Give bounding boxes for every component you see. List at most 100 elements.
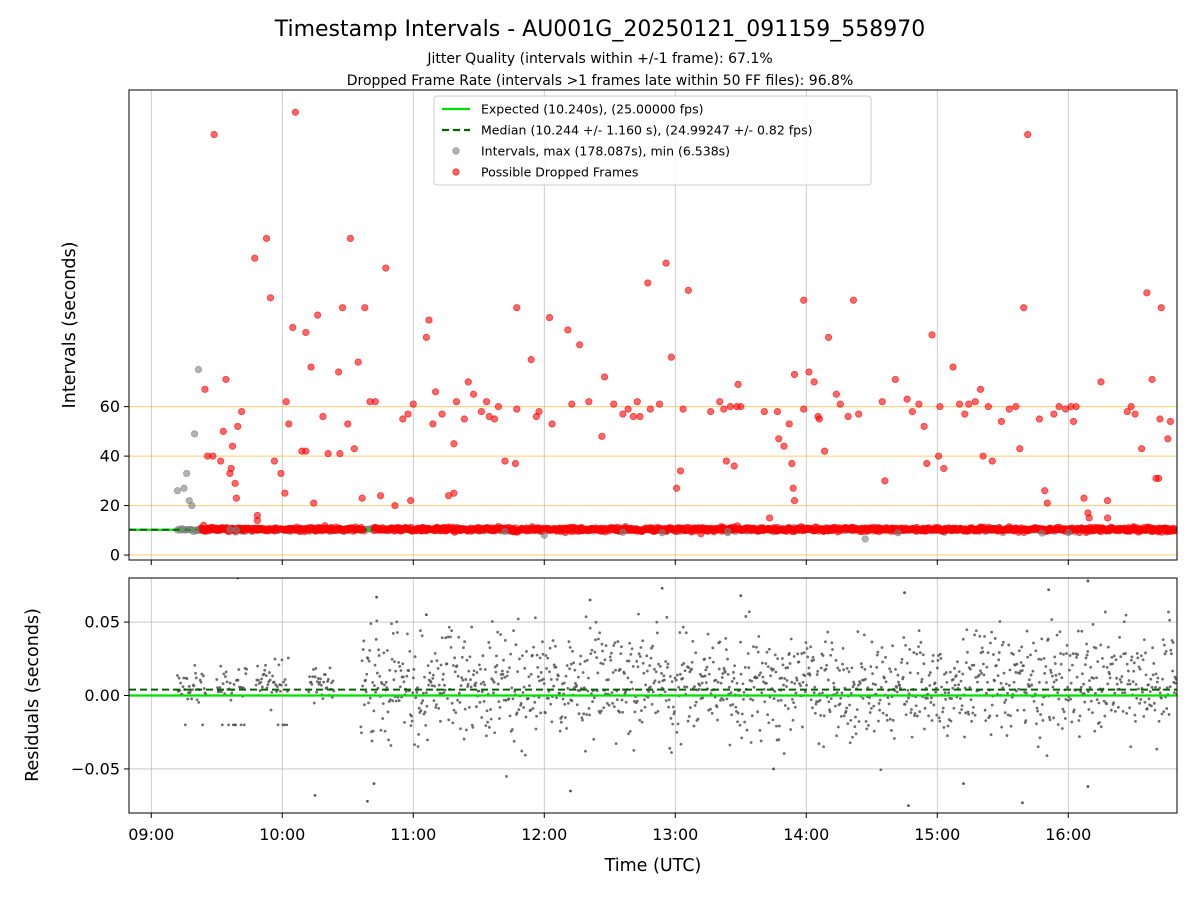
residual-point [928, 671, 932, 674]
residual-point [1147, 683, 1150, 687]
residual-point [910, 735, 914, 739]
residual-point [1152, 662, 1156, 665]
dropped-frame-point [1156, 415, 1164, 423]
residual-point [280, 658, 284, 662]
residual-point [423, 710, 427, 714]
residual-point [275, 690, 278, 693]
residual-point [734, 705, 738, 709]
residual-point [308, 675, 311, 679]
residual-point [912, 651, 916, 654]
residual-point [229, 698, 233, 702]
residual-point [663, 690, 667, 694]
residual-point [710, 711, 714, 715]
residual-point [916, 671, 920, 675]
residual-point [1106, 645, 1110, 649]
residual-point [1119, 680, 1123, 684]
residual-point [547, 689, 551, 693]
residual-point [1121, 691, 1124, 695]
residual-point [1162, 710, 1166, 714]
residual-point [268, 671, 271, 674]
residual-point [432, 699, 436, 703]
residual-point [960, 708, 963, 711]
residual-point [1149, 677, 1153, 681]
residual-point [217, 690, 221, 694]
residual-point [412, 667, 416, 671]
residual-point [492, 691, 495, 695]
residual-point [631, 687, 635, 691]
residual-point [641, 661, 645, 665]
residual-point [383, 683, 386, 687]
residual-point [604, 644, 608, 648]
intervals-axes-frame [128, 89, 1178, 561]
residual-point [286, 656, 290, 660]
residual-point [1048, 715, 1051, 719]
residual-point [316, 677, 320, 680]
residual-point [627, 732, 630, 736]
residual-point [1109, 708, 1113, 712]
residual-point [315, 690, 318, 694]
residual-point [483, 668, 487, 671]
residual-point [685, 685, 689, 689]
residual-point [194, 671, 197, 675]
residual-point [922, 662, 926, 666]
residual-point [793, 705, 797, 709]
residual-point [986, 680, 989, 684]
residual-point [1142, 714, 1146, 718]
residual-point [482, 680, 485, 684]
residual-point [668, 674, 672, 678]
residual-point [585, 713, 589, 716]
residual-point [660, 671, 663, 675]
residual-point [1045, 754, 1049, 758]
residual-point [560, 715, 564, 719]
residual-point [431, 677, 435, 680]
interval-point [190, 430, 199, 438]
residual-point [1165, 686, 1169, 690]
residual-point [407, 669, 411, 673]
residual-point [514, 643, 518, 647]
residual-point [410, 719, 414, 723]
dropped-frame-point [789, 484, 797, 492]
residual-point [466, 682, 470, 686]
residual-point [826, 678, 830, 682]
residual-point [601, 649, 604, 653]
residual-point [1174, 681, 1177, 685]
residual-point [605, 701, 609, 705]
dropped-frame-point [281, 489, 289, 497]
residual-point [656, 709, 660, 713]
residual-point [977, 673, 981, 677]
residual-point [1085, 642, 1088, 646]
residual-point [1124, 652, 1127, 655]
residual-point [475, 671, 479, 674]
residual-point [917, 645, 920, 649]
dropped-frame-point [407, 497, 415, 505]
residual-point [808, 673, 812, 677]
intervals-y-axis-label: Intervals (seconds) [60, 242, 80, 409]
residual-point [867, 701, 871, 705]
residual-point [434, 703, 438, 707]
residual-point [1086, 650, 1090, 653]
residual-point [575, 684, 579, 687]
residual-point [730, 680, 734, 683]
residual-point [1110, 655, 1114, 659]
residual-point [662, 674, 666, 678]
residual-point [1081, 672, 1084, 676]
residual-point [1056, 723, 1060, 726]
residual-point [957, 670, 961, 674]
dropped-frame-point [1085, 514, 1093, 522]
residual-point [582, 712, 586, 716]
dropped-frame-point [371, 398, 379, 406]
residual-point [1121, 709, 1125, 713]
residual-point [579, 654, 583, 658]
dropped-frame-point [720, 405, 728, 413]
residual-point [744, 615, 748, 618]
residual-point [1002, 671, 1006, 675]
residual-point [487, 725, 491, 729]
residual-point [722, 698, 725, 702]
dropped-frame-point [790, 370, 799, 379]
residual-point [607, 678, 610, 682]
residual-point [723, 670, 727, 674]
residual-point [381, 717, 385, 720]
residual-point [891, 718, 895, 722]
residual-point [1167, 713, 1171, 716]
residual-point [567, 640, 571, 644]
